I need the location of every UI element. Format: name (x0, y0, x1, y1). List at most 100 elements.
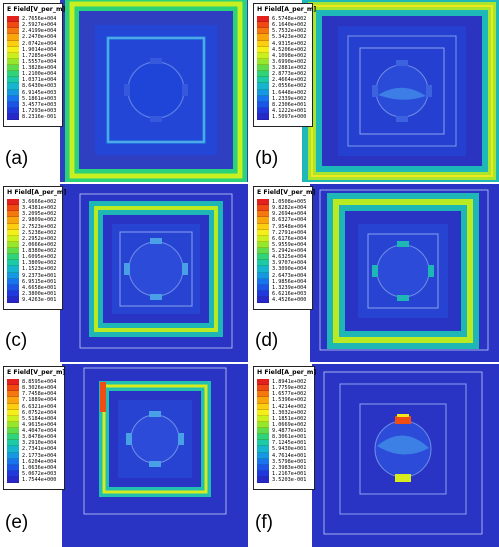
color-swatch (257, 107, 269, 114)
legend-value: 1.5557e+004 (22, 58, 57, 65)
legend-value: 3.8478e+004 (22, 434, 57, 441)
color-scale-bar (7, 379, 19, 484)
legend-value: 4.9315e+002 (272, 40, 307, 47)
legend-value: 1.2339e+002 (272, 95, 307, 102)
legend-value: 1.0636e+004 (22, 464, 57, 471)
panel-label-b: (b) (252, 148, 282, 170)
legend-value: 9.4263e-001 (22, 297, 57, 303)
legend-value: 2.7656e+004 (22, 16, 57, 22)
color-swatch (257, 211, 269, 218)
legend-value: 6.6216e+003 (272, 290, 307, 297)
color-legend-d: E Field[V_per_m] 1.0508e+005 9.8282e+004 9… (253, 186, 316, 310)
color-swatch (257, 199, 269, 206)
panel-label-a: (a) (2, 148, 32, 170)
legend-value: 3.6666e+002 (22, 199, 57, 205)
legend-value: 1.3809e+002 (22, 260, 57, 267)
legend-value: 1.3239e+004 (272, 284, 307, 291)
legend-value: 1.6577e+002 (272, 391, 307, 398)
color-swatch (257, 52, 269, 59)
color-swatch (257, 16, 269, 23)
legend-values: 6.5748e+002 6.1640e+002 5.7532e+002 5.3423e… (272, 16, 306, 120)
legend-value: 1.6204e+004 (22, 458, 57, 465)
legend-value: 1.9856e+004 (272, 278, 307, 285)
color-swatch (7, 16, 19, 23)
legend-value: 1.0508e+005 (272, 199, 307, 205)
legend-value: 2.2470e+004 (22, 34, 57, 41)
legend-value: 4.1222e+001 (272, 107, 307, 114)
color-swatch (257, 272, 269, 279)
legend-value: 3.3090e+004 (272, 266, 307, 273)
legend-value: 1.5396e+002 (272, 397, 307, 404)
legend-title: H Field[A_per_m] (257, 369, 317, 376)
legend-value: 9.2694e+004 (272, 211, 307, 218)
color-swatch (7, 415, 19, 422)
legend-value: 6.9515e+001 (22, 278, 57, 285)
color-swatch (7, 77, 19, 84)
color-swatch (257, 58, 269, 65)
legend-value: 2.5927e+004 (22, 22, 57, 29)
color-swatch (7, 205, 19, 212)
color-legend-a: E Field[V_per_m] 2.7656e+004 2.5927e+004 2… (3, 3, 66, 127)
legend-values: 8.8595e+004 8.3026e+004 7.7458e+004 7.1889e… (22, 379, 56, 483)
legend-value: 2.1773e+004 (22, 452, 57, 459)
panel-label-c: (c) (2, 330, 31, 352)
color-swatch (7, 71, 19, 78)
legend-value: 9.2373e+001 (22, 272, 57, 279)
legend-value: 8.6327e+004 (272, 217, 307, 224)
color-swatch (257, 428, 269, 435)
legend-value: 5.0672e+003 (22, 470, 57, 477)
legend-title: E Field[V_per_m] (7, 6, 66, 13)
color-swatch (257, 446, 269, 453)
legend-value: 1.8380e+002 (22, 248, 57, 254)
legend-value: 7.2791e+004 (272, 229, 307, 236)
color-swatch (7, 421, 19, 428)
color-swatch (257, 205, 269, 212)
color-swatch (7, 40, 19, 47)
color-scale-bar (257, 16, 269, 121)
color-swatch (7, 235, 19, 242)
legend-value: 2.0666e+002 (22, 241, 57, 248)
legend-value: 3.4381e+002 (22, 205, 57, 212)
legend-value: 5.3423e+002 (272, 34, 307, 41)
color-swatch (257, 71, 269, 78)
color-swatch (7, 241, 19, 248)
color-swatch (257, 235, 269, 242)
legend-value: 2.4199e+004 (22, 28, 57, 35)
legend-value: 9.4877e+001 (272, 428, 307, 434)
legend-value: 3.6990e+002 (272, 58, 307, 65)
color-swatch (257, 379, 269, 386)
legend-value: 1.1851e+002 (272, 415, 307, 422)
color-swatch (7, 452, 19, 459)
legend-value: 6.6176e+004 (272, 235, 307, 242)
legend-value: 1.2167e+001 (272, 470, 307, 477)
legend-value: 3.5203e-001 (272, 477, 307, 483)
color-swatch (7, 470, 19, 477)
panel-f: H Field[A_per_m] 1.8941e+002 1.7759e+002 1… (250, 364, 499, 547)
legend-value: 1.1523e+002 (22, 266, 57, 273)
panel-a: E Field[V_per_m] 2.7656e+004 2.5927e+004 2… (0, 0, 248, 182)
color-swatch (257, 434, 269, 441)
field-plot-a (0, 0, 248, 182)
color-swatch (257, 83, 269, 90)
color-swatch (7, 22, 19, 29)
color-swatch (7, 101, 19, 108)
legend-value: 1.7285e+004 (22, 52, 57, 59)
legend-value: 1.9014e+004 (22, 46, 57, 53)
color-swatch (257, 95, 269, 102)
legend-values: 1.0508e+005 9.8282e+004 9.2694e+004 8.6327e… (272, 199, 306, 303)
legend-value: 2.0742e+004 (22, 40, 57, 47)
color-swatch (257, 254, 269, 261)
legend-value: 7.9548e+004 (272, 223, 307, 230)
legend-value: 1.7544e+000 (22, 477, 57, 483)
legend-value: 2.7341e+004 (22, 446, 57, 453)
color-legend-f: H Field[A_per_m] 1.8941e+002 1.7759e+002 1… (253, 366, 317, 490)
color-swatch (7, 223, 19, 230)
color-swatch (7, 34, 19, 41)
legend-value: 2.8773e+002 (272, 71, 307, 78)
color-swatch (257, 266, 269, 273)
color-swatch (257, 260, 269, 267)
color-swatch (7, 248, 19, 255)
color-swatch (257, 470, 269, 477)
legend-title: E Field[V_per_m] (257, 189, 316, 196)
color-legend-c: H Field[A_per_m] 3.6666e+002 3.4381e+002 3… (3, 186, 66, 310)
